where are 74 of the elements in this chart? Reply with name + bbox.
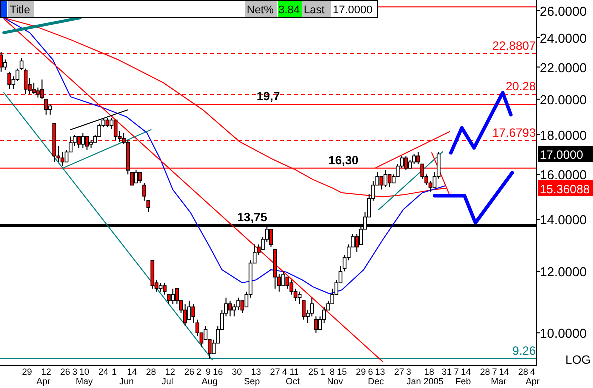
x-tick-label: 7	[492, 367, 498, 377]
y-tick-label: 14.0000	[540, 212, 587, 228]
x-tick-label: 18	[424, 367, 434, 377]
x-tick-label: 14	[461, 367, 472, 377]
x-tick-label: 4	[530, 367, 536, 377]
x2-tick-label: Apr	[36, 376, 51, 386]
x2-tick-label: Jun	[119, 376, 134, 386]
x-tick-label: 25	[308, 367, 318, 377]
x-tick-label: 14	[499, 367, 510, 377]
x2-tick-label: Dec	[368, 376, 385, 386]
x-tick-label: 1	[320, 367, 326, 377]
x-tick-label: 3	[72, 367, 78, 377]
x-tick-label: 6	[368, 367, 374, 377]
x-tick-label: 2	[196, 367, 202, 377]
x-tick-label: 29	[356, 367, 366, 377]
x2-tick-label: Feb	[456, 376, 472, 386]
x-tick-label: 3	[406, 367, 412, 377]
ref-line-label: 13,75	[237, 210, 268, 225]
y-tick-label: 12.0000	[540, 264, 587, 280]
y-tick-label: 22.0000	[540, 60, 587, 76]
x-tick-label: 24	[98, 367, 109, 377]
y-tick-label: 20.0000	[540, 92, 587, 108]
x-tick-label: 4	[282, 367, 288, 377]
ref-line-label: 22.8807	[492, 39, 536, 54]
x-tick-label: 9	[206, 367, 212, 377]
x-tick-label: 26	[184, 367, 194, 377]
x-tick-label: 12	[165, 367, 176, 377]
y-tick-label: 26.0000	[540, 4, 587, 19]
x2-tick-label: Sep	[244, 376, 260, 386]
x-tick-label: 30	[232, 367, 242, 377]
x-tick-label: 28	[146, 367, 156, 377]
text: LOG	[566, 353, 591, 367]
x-tick-label: 28	[518, 367, 528, 377]
y-tick-label: 16.0000	[540, 168, 587, 183]
y-tick-label: 24.0000	[540, 30, 587, 46]
x-tick-label: 27	[394, 367, 404, 377]
y-tick-label: 18.0000	[540, 128, 587, 143]
x2-tick-label: Mar	[491, 376, 507, 386]
x-tick-label: 28	[480, 367, 490, 377]
x-tick-label: 31	[442, 367, 452, 377]
x2-tick-label: Apr	[526, 376, 540, 386]
ref-line-label: 16,30	[328, 153, 360, 168]
x-tick-label: 7	[454, 367, 460, 377]
x2-tick-label: Nov	[327, 376, 344, 386]
x-tick-label: 11	[290, 367, 300, 377]
x-tick-label: 16	[213, 367, 224, 377]
x-tick-label: 1	[112, 367, 117, 377]
text: 15.36088	[540, 182, 590, 196]
x-tick-label: 13	[375, 367, 386, 377]
x-tick-label: 13	[251, 367, 262, 377]
x-tick-label: 12	[41, 367, 52, 377]
x-tick-label: 27	[270, 367, 280, 377]
x-tick-label: 10	[79, 367, 90, 377]
x2-tick-label: May	[76, 376, 94, 386]
x2-tick-label: Oct	[286, 376, 301, 386]
x-tick-label: 14	[127, 367, 138, 377]
annotation: 3.84	[278, 4, 300, 16]
ref-line-label: 20.28	[506, 80, 536, 94]
ref-line-label: 17.6793	[492, 126, 536, 140]
x2-tick-label: Aug	[202, 376, 218, 386]
annotation: Net%	[247, 4, 274, 16]
y-tick-label: 10.0000	[540, 326, 587, 342]
x-tick-label: 29	[22, 367, 32, 377]
x-tick-label: 15	[337, 367, 348, 377]
text: 17.0000	[540, 148, 584, 162]
x2-tick-label: Jul	[162, 376, 174, 386]
annotation: 17.0000	[333, 4, 373, 16]
annotation: Title	[10, 4, 30, 16]
x-tick-label: 8	[330, 367, 336, 377]
ref-line-label: 9.26	[512, 344, 536, 358]
ref-line-label: 19,7	[256, 90, 280, 104]
annotation: Last	[304, 4, 325, 16]
x-tick-label: 26	[60, 367, 70, 377]
x2-tick-label: Jan 2005	[406, 376, 444, 386]
